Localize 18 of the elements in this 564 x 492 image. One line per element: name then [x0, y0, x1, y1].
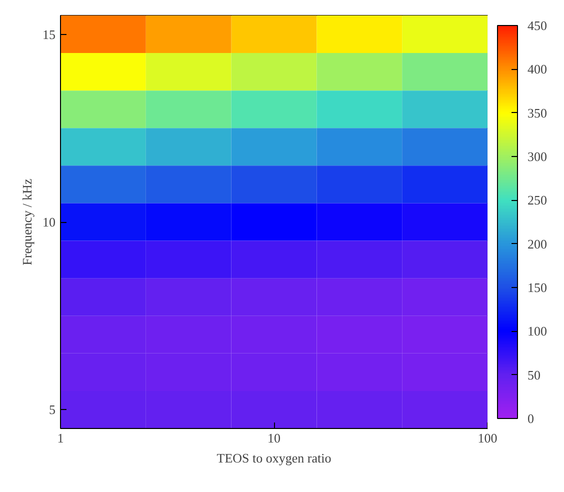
- color-bar-label: 150: [528, 280, 547, 295]
- y-axis-title: Frequency / kHz: [20, 178, 34, 266]
- color-bar-label: 0: [528, 411, 534, 426]
- x-tick-label: 10: [268, 430, 280, 446]
- x-axis-title: TEOS to oxygen ratio: [216, 450, 332, 466]
- y-tick-label: 5: [49, 402, 56, 418]
- x-tick-label: 100: [478, 430, 498, 446]
- color-bar-label: 200: [528, 236, 547, 252]
- color-bar-label: 50: [528, 367, 540, 382]
- color-bar-label: 350: [528, 105, 547, 120]
- color-bar-label: 400: [528, 62, 547, 77]
- y-tick-label: 15: [42, 26, 56, 42]
- color-bar-label: 100: [528, 324, 547, 339]
- color-bar-label: 300: [528, 149, 547, 164]
- y-tick-label: 10: [42, 214, 56, 230]
- x-tick-label: 1: [57, 430, 64, 446]
- color-bar-label: 450: [528, 18, 547, 33]
- color-bar-label: 250: [528, 192, 547, 208]
